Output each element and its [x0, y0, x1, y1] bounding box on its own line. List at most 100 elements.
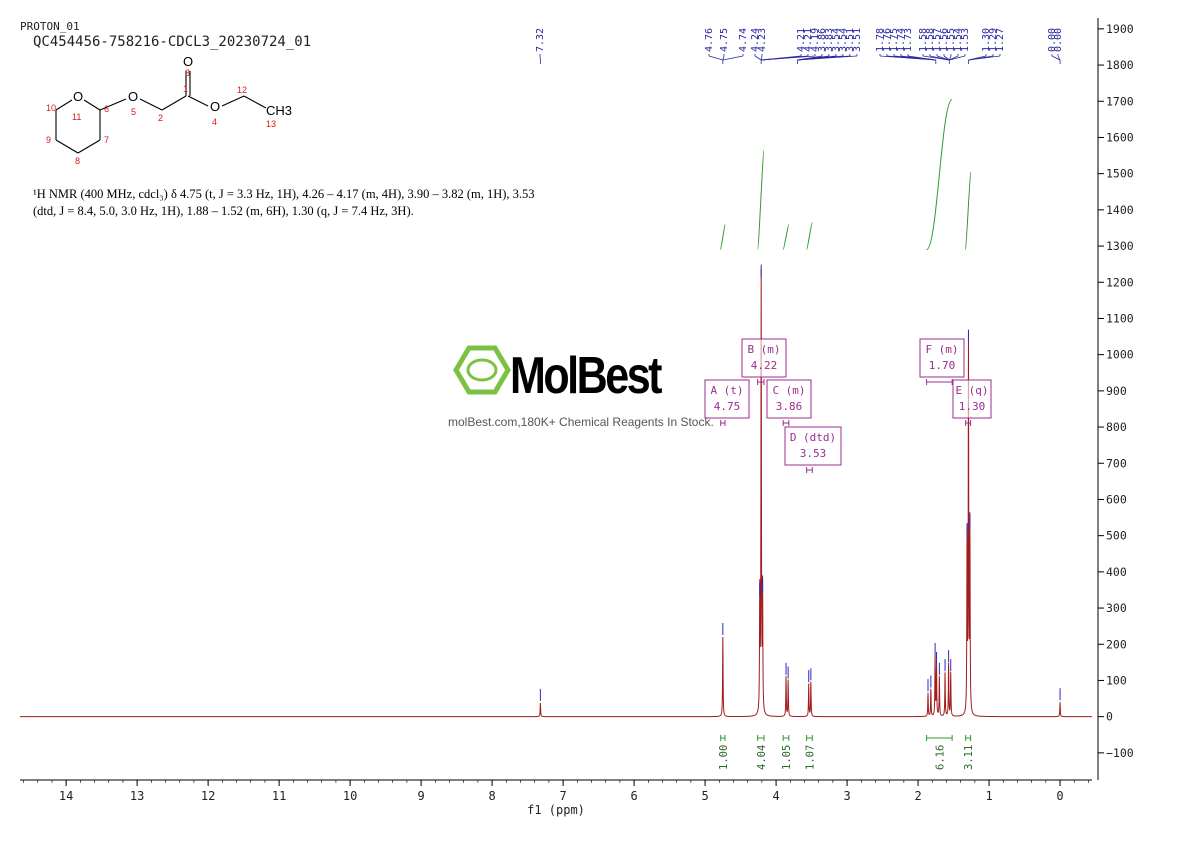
y-tick-label: 1600: [1106, 130, 1134, 144]
multiplet-box: [952, 379, 992, 419]
carbon-number-8: 8: [75, 156, 80, 166]
y-tick-label: 600: [1106, 492, 1127, 506]
peak-label: 1.78: [875, 28, 886, 52]
atom-number-11: 11: [72, 112, 81, 122]
carbon-number-10: 10: [46, 103, 56, 113]
peak-label: 4.74: [738, 28, 749, 52]
integral-value: 1.00: [718, 745, 730, 770]
y-tick-label: 0: [1106, 710, 1113, 724]
x-tick-label: 5: [701, 789, 708, 803]
peak-label: 1.27: [995, 28, 1006, 52]
y-tick-label: 1500: [1106, 167, 1134, 181]
integral-curve: [965, 171, 972, 251]
peak-label: 4.23: [757, 28, 768, 52]
y-tick-label: 500: [1106, 529, 1127, 543]
atom-number-5: 5: [131, 107, 136, 117]
multiplet-shift: 4.22: [751, 359, 778, 372]
axes: 14 13 12 11 10 9 8 7 6 5 4 3 2 1 0−1000100200300400500…: [20, 18, 1134, 803]
molbest-logo-icon: [453, 345, 511, 395]
peak-label-connector: [722, 55, 725, 61]
y-tick-label: 1000: [1106, 348, 1134, 362]
peak-label: 1.58: [918, 28, 929, 52]
peak-label: 1.76: [882, 28, 893, 52]
multiplet-label: D (dtd): [790, 431, 836, 444]
x-tick-label: 9: [417, 789, 424, 803]
y-tick-label: 700: [1106, 456, 1127, 470]
multiplet-label: C (m): [772, 384, 805, 397]
chemical-structure: [55, 71, 267, 154]
carbon-number-6: 6: [104, 104, 109, 114]
peak-label-connector: [968, 55, 1001, 61]
peak-label: 4.21: [796, 28, 807, 52]
x-tick-label: 7: [559, 789, 566, 803]
peak-label-connector: [936, 55, 950, 61]
peak-label: 0.00: [1053, 28, 1064, 52]
multiplet-label: A (t): [710, 384, 743, 397]
integral-curve: [926, 98, 953, 251]
y-tick-label: 1200: [1106, 275, 1134, 289]
y-tick-label: 1100: [1106, 311, 1134, 325]
multiplet-shift: 3.53: [800, 447, 827, 460]
spectrum: [20, 269, 1092, 718]
multiplet-boxes: A (t) 4.75 B (m) 4.22 C (m) 3.86 D (dtd) 3.53 F …: [704, 338, 992, 473]
integral-curve: [782, 223, 790, 251]
peak-label-connector: [760, 55, 763, 61]
carbon-number-9: 9: [46, 135, 51, 145]
peak-label: 3.54: [831, 28, 842, 52]
peak-label: 4.19: [810, 28, 821, 52]
peak-label: 1.54: [953, 28, 964, 52]
peak-label: 3.51: [852, 28, 863, 52]
peak-label: 4.76: [704, 28, 715, 52]
carbon-number-7: 7: [104, 135, 109, 145]
peak-label-connector: [754, 55, 762, 61]
peak-label-connector: [907, 55, 936, 61]
integral-curve: [720, 223, 726, 251]
integral-value: 6.16: [934, 745, 946, 770]
x-tick-label: 4: [772, 789, 779, 803]
atom-o-ring: O: [73, 89, 83, 104]
multiplet-label: E (q): [955, 384, 988, 397]
y-tick-label: 300: [1106, 601, 1127, 615]
peak-label: 0.00: [1047, 28, 1058, 52]
y-tick-label: 100: [1106, 673, 1127, 687]
y-tick-label: 1300: [1106, 239, 1134, 253]
watermark-tagline: molBest.com,180K+ Chemical Reagents In S…: [448, 415, 714, 429]
atom-ch3: CH3: [266, 103, 292, 118]
atom-number-13: 13: [266, 119, 276, 129]
atom-o-ester: O: [210, 99, 220, 114]
multiplet-shift: 4.75: [714, 400, 741, 413]
carbon-number-2: 2: [158, 113, 163, 123]
peak-label-connector: [761, 55, 816, 61]
x-tick-label: 13: [130, 789, 144, 803]
molbest-watermark: MolBest molBest.com,180K+ Chemical Reage…: [448, 345, 714, 429]
peak-label-connector: [708, 55, 723, 61]
peak-label-connector: [949, 55, 966, 61]
x-tick-label: 6: [630, 789, 637, 803]
multiplet-label: F (m): [925, 343, 958, 356]
watermark-brand: MolBest: [510, 347, 662, 405]
y-tick-label: 200: [1106, 637, 1127, 651]
peak-label: 1.56: [939, 28, 950, 52]
peak-label: 4.21: [803, 28, 814, 52]
peak-label: 1.29: [988, 28, 999, 52]
integral-value: 3.11: [963, 745, 975, 770]
x-tick-label: 2: [914, 789, 921, 803]
peak-label: 3.83: [824, 28, 835, 52]
y-tick-label: 1800: [1106, 58, 1134, 72]
y-tick-label: 900: [1106, 384, 1127, 398]
peak-label: 1.55: [946, 28, 957, 52]
peak-label-connector: [1057, 55, 1061, 61]
peak-label: 1.74: [896, 28, 907, 52]
peak-label: 3.54: [838, 28, 849, 52]
x-tick-label: 1: [985, 789, 992, 803]
x-tick-label: 12: [201, 789, 215, 803]
x-tick-label: 8: [488, 789, 495, 803]
peak-label-connector: [943, 55, 950, 61]
integral-curves: [720, 98, 972, 251]
carbon-number-1: 1: [183, 84, 188, 94]
peak-label: 1.57: [932, 28, 943, 52]
carbon-number-12: 12: [237, 85, 247, 95]
multiplet-shift: 1.70: [929, 359, 956, 372]
